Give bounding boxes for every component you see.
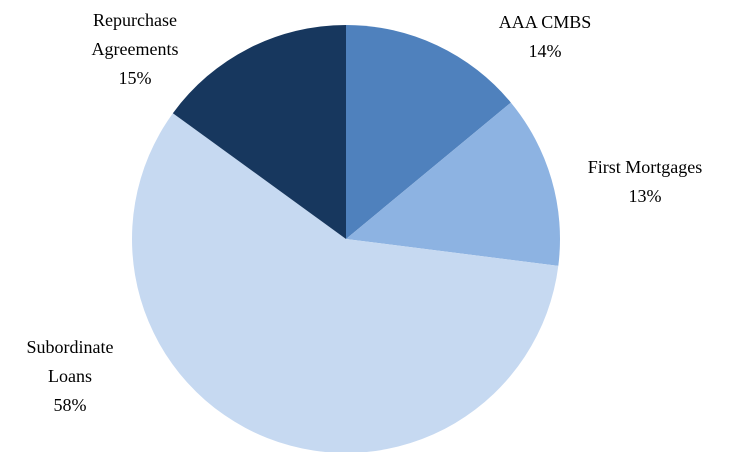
pie-slice bbox=[346, 102, 560, 266]
category-label: First Mortgages bbox=[587, 157, 703, 177]
category-label: Repurchase Agreements bbox=[91, 10, 179, 59]
slice-label: AAA CMBS 14% bbox=[465, 8, 625, 66]
slice-label: Repurchase Agreements 15% bbox=[70, 6, 200, 93]
pie-slice bbox=[346, 25, 511, 239]
category-label: Subordinate Loans bbox=[26, 337, 114, 386]
pie-slice bbox=[132, 113, 559, 452]
pie-slice bbox=[172, 25, 346, 239]
slice-label: First Mortgages 13% bbox=[555, 153, 735, 211]
value-label: 14% bbox=[528, 41, 562, 61]
value-label: 13% bbox=[628, 186, 662, 206]
value-label: 58% bbox=[53, 395, 87, 415]
value-label: 15% bbox=[118, 68, 152, 88]
category-label: AAA CMBS bbox=[498, 12, 592, 32]
slice-label: Subordinate Loans 58% bbox=[10, 333, 130, 420]
